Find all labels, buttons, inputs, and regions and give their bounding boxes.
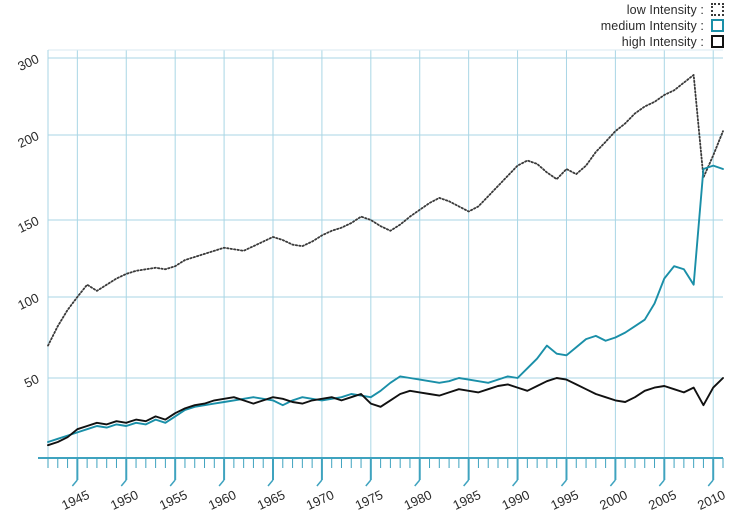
series-line-high-intensity bbox=[47, 377, 724, 447]
data-series bbox=[47, 74, 724, 447]
y-tick-label: 100 bbox=[15, 290, 41, 313]
x-axis bbox=[38, 457, 724, 487]
series-line-medium-intensity bbox=[47, 164, 724, 443]
y-tick-label: 150 bbox=[15, 213, 41, 236]
chart-legend: low Intensity : medium Intensity : high … bbox=[601, 2, 724, 49]
x-tick-label: 1985 bbox=[450, 487, 483, 513]
x-tick-foot bbox=[120, 479, 127, 487]
legend-item-low-intensity[interactable]: low Intensity : bbox=[627, 2, 724, 17]
x-axis-labels: 1945 1950 1955 1960 1965 1970 1975 1980 1985 1990… bbox=[59, 487, 727, 513]
x-tick-foot bbox=[169, 479, 176, 487]
gridlines bbox=[47, 49, 723, 458]
x-tick-foot bbox=[267, 479, 274, 487]
x-tick-foot bbox=[218, 479, 225, 487]
teal-square-icon bbox=[711, 19, 724, 32]
legend-label-low-intensity: low Intensity : bbox=[626, 2, 704, 17]
series-line-low-intensity bbox=[47, 74, 724, 347]
x-tick-label: 2005 bbox=[646, 487, 679, 513]
x-tick-label: 1970 bbox=[304, 487, 337, 513]
x-tick-label: 1945 bbox=[59, 487, 92, 513]
y-tick-label: 200 bbox=[15, 128, 41, 151]
legend-item-high-intensity[interactable]: high Intensity : bbox=[622, 34, 724, 49]
x-tick-label: 1960 bbox=[206, 487, 239, 513]
x-tick-foot bbox=[463, 479, 470, 487]
x-tick-foot bbox=[365, 479, 372, 487]
x-tick-foot bbox=[658, 479, 665, 487]
legend-label-high-intensity: high Intensity : bbox=[621, 34, 704, 49]
x-tick-label: 2010 bbox=[695, 487, 728, 513]
x-tick-label: 1955 bbox=[157, 487, 190, 513]
x-tick-foot bbox=[71, 479, 78, 487]
x-tick-label: 1990 bbox=[499, 487, 532, 513]
x-tick-foot bbox=[707, 479, 714, 487]
y-tick-label: 300 bbox=[15, 51, 41, 74]
dotted-square-icon bbox=[711, 3, 724, 16]
black-square-icon bbox=[711, 35, 724, 48]
x-tick-label: 1995 bbox=[548, 487, 581, 513]
x-tick-foot bbox=[316, 479, 323, 487]
x-tick-foot bbox=[511, 479, 519, 487]
x-tick-label: 1965 bbox=[255, 487, 288, 513]
x-tick-label: 1950 bbox=[108, 487, 141, 513]
x-tick-label: 1975 bbox=[353, 487, 386, 513]
x-tick-foot bbox=[560, 479, 568, 487]
x-tick-foot bbox=[414, 479, 421, 487]
x-tick-label: 2000 bbox=[597, 487, 630, 513]
y-tick-label: 50 bbox=[22, 371, 41, 391]
x-tick-foot bbox=[609, 479, 616, 487]
legend-item-medium-intensity[interactable]: medium Intensity : bbox=[601, 18, 724, 33]
x-tick-label: 1980 bbox=[402, 487, 435, 513]
legend-label-medium-intensity: medium Intensity : bbox=[600, 18, 704, 33]
y-axis-labels: 50 100 150 200 300 bbox=[15, 51, 41, 391]
